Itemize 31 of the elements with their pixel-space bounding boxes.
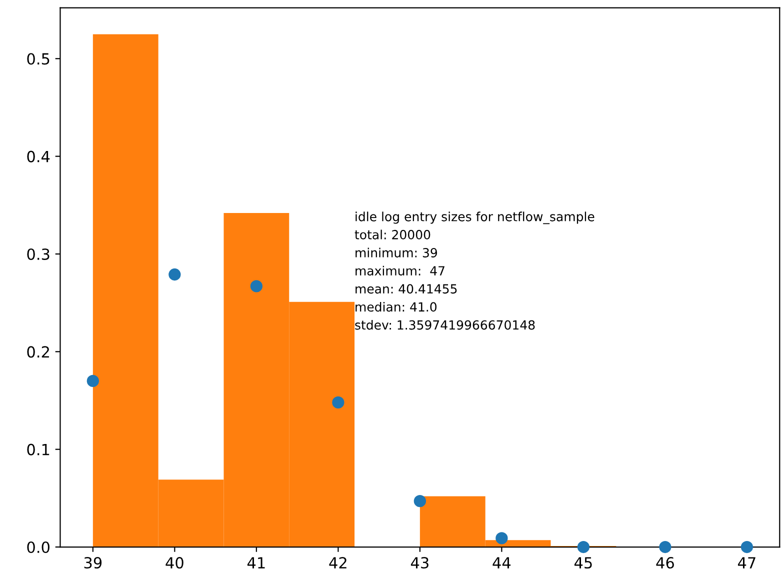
y-tick-label: 0.5	[27, 53, 50, 65]
x-tick-label: 42	[329, 557, 346, 568]
y-tick-label: 0.2	[27, 346, 49, 358]
y-tick-label: 0.1	[27, 444, 50, 456]
point	[740, 540, 754, 554]
point	[496, 532, 508, 544]
annotation: total: 20000	[354, 230, 430, 240]
y-tick-label: 0.0	[27, 541, 50, 554]
x-tick-label: 45	[574, 557, 592, 569]
point	[414, 495, 426, 508]
y-tick-label: 0.4	[27, 150, 50, 162]
annotation: mean: 40.41455	[356, 284, 457, 294]
annotation: stdev: 1.3597419966670148	[355, 320, 535, 330]
x-tick-label: 46	[656, 557, 674, 569]
annotation: median: 41.0	[356, 302, 437, 312]
point	[86, 374, 99, 388]
x-tick-label: 44	[492, 557, 511, 568]
x-tick-label: 47	[738, 557, 756, 568]
point	[659, 540, 672, 554]
point	[332, 396, 344, 409]
point	[168, 268, 181, 281]
x-tick-label: 43	[410, 557, 428, 569]
point	[250, 280, 262, 292]
x-tick-label: 40	[166, 557, 184, 569]
point	[577, 540, 590, 554]
x-tick-label: 39	[84, 557, 102, 569]
annotation: maximum: 47	[356, 266, 444, 276]
y-tick-label: 0.3	[27, 248, 50, 260]
annotation: idle log entry sizes for netflow_sample	[356, 212, 594, 224]
annotation: minimum: 39	[356, 248, 437, 258]
x-tick-label: 41	[247, 557, 265, 568]
